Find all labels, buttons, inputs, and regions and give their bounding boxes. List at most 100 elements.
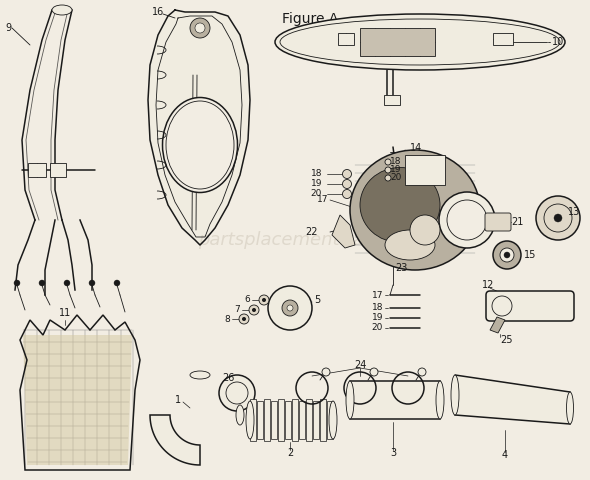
Circle shape bbox=[343, 169, 352, 179]
Text: 19: 19 bbox=[390, 166, 402, 175]
Circle shape bbox=[64, 280, 70, 286]
Bar bbox=[384, 95, 400, 105]
Text: 6: 6 bbox=[244, 296, 250, 304]
FancyBboxPatch shape bbox=[485, 213, 511, 231]
Text: 13: 13 bbox=[568, 207, 580, 217]
Bar bbox=[250, 399, 256, 441]
Circle shape bbox=[259, 295, 269, 305]
Circle shape bbox=[447, 200, 487, 240]
Circle shape bbox=[39, 280, 45, 286]
Circle shape bbox=[554, 214, 562, 222]
Text: 26: 26 bbox=[222, 373, 234, 383]
Circle shape bbox=[252, 308, 256, 312]
Circle shape bbox=[343, 190, 352, 199]
Bar bbox=[299, 401, 305, 439]
Circle shape bbox=[239, 314, 249, 324]
Ellipse shape bbox=[190, 371, 210, 379]
Text: 7: 7 bbox=[234, 305, 240, 314]
Ellipse shape bbox=[566, 392, 573, 424]
Text: 15: 15 bbox=[524, 250, 536, 260]
Circle shape bbox=[504, 252, 510, 258]
Circle shape bbox=[410, 215, 440, 245]
Circle shape bbox=[536, 196, 580, 240]
Polygon shape bbox=[23, 335, 132, 465]
Polygon shape bbox=[490, 317, 505, 333]
Circle shape bbox=[385, 175, 391, 181]
Circle shape bbox=[190, 18, 210, 38]
Circle shape bbox=[89, 280, 95, 286]
Ellipse shape bbox=[385, 230, 435, 260]
Text: 11: 11 bbox=[59, 308, 71, 318]
Bar bbox=[278, 399, 284, 441]
Text: 4: 4 bbox=[502, 450, 508, 460]
Bar bbox=[50, 163, 66, 177]
Text: 24: 24 bbox=[354, 360, 366, 370]
Text: 20: 20 bbox=[310, 190, 322, 199]
Ellipse shape bbox=[246, 401, 254, 439]
Circle shape bbox=[439, 192, 495, 248]
Bar bbox=[360, 28, 435, 56]
Text: 12: 12 bbox=[482, 280, 494, 290]
Bar bbox=[264, 399, 270, 441]
Text: 17: 17 bbox=[372, 290, 383, 300]
Bar bbox=[350, 381, 440, 419]
Bar bbox=[338, 33, 354, 45]
Text: 25: 25 bbox=[500, 335, 513, 345]
Bar bbox=[292, 399, 298, 441]
Circle shape bbox=[268, 286, 312, 330]
Bar bbox=[405, 155, 445, 185]
Text: 9: 9 bbox=[5, 23, 11, 33]
Bar bbox=[257, 401, 263, 439]
Circle shape bbox=[322, 368, 330, 376]
FancyBboxPatch shape bbox=[486, 291, 574, 321]
Text: 8: 8 bbox=[224, 314, 230, 324]
Text: 1: 1 bbox=[175, 395, 181, 405]
Circle shape bbox=[14, 280, 20, 286]
Bar bbox=[306, 399, 312, 441]
Text: 22: 22 bbox=[306, 227, 318, 237]
Text: Figure A: Figure A bbox=[282, 12, 338, 26]
Circle shape bbox=[219, 375, 255, 411]
Ellipse shape bbox=[360, 168, 440, 242]
Text: 18: 18 bbox=[390, 157, 402, 167]
Text: 19: 19 bbox=[310, 180, 322, 189]
Text: 2: 2 bbox=[287, 448, 293, 458]
Bar bbox=[327, 401, 333, 439]
Text: 21: 21 bbox=[511, 217, 523, 227]
Circle shape bbox=[493, 241, 521, 269]
Circle shape bbox=[418, 368, 426, 376]
Circle shape bbox=[242, 317, 246, 321]
Circle shape bbox=[195, 23, 205, 33]
Bar bbox=[320, 399, 326, 441]
Polygon shape bbox=[455, 375, 570, 424]
Bar bbox=[271, 401, 277, 439]
Bar bbox=[28, 163, 46, 177]
Polygon shape bbox=[148, 10, 250, 245]
Text: 20: 20 bbox=[390, 173, 401, 182]
Circle shape bbox=[282, 300, 298, 316]
Circle shape bbox=[262, 298, 266, 302]
Ellipse shape bbox=[236, 405, 244, 425]
Ellipse shape bbox=[350, 150, 480, 270]
Bar bbox=[493, 33, 513, 45]
Circle shape bbox=[287, 305, 293, 311]
Circle shape bbox=[114, 280, 120, 286]
Text: 10: 10 bbox=[552, 37, 564, 47]
Polygon shape bbox=[150, 415, 200, 465]
Bar bbox=[313, 401, 319, 439]
Circle shape bbox=[249, 305, 259, 315]
Text: 17: 17 bbox=[316, 195, 328, 204]
Text: 18: 18 bbox=[310, 169, 322, 179]
Circle shape bbox=[385, 159, 391, 165]
Ellipse shape bbox=[275, 14, 565, 70]
Circle shape bbox=[343, 180, 352, 189]
Ellipse shape bbox=[436, 381, 444, 419]
Text: 19: 19 bbox=[372, 313, 383, 323]
Text: 23: 23 bbox=[395, 263, 407, 273]
Ellipse shape bbox=[451, 375, 459, 415]
Circle shape bbox=[370, 368, 378, 376]
Ellipse shape bbox=[329, 401, 337, 439]
Ellipse shape bbox=[346, 381, 354, 419]
Circle shape bbox=[500, 248, 514, 262]
Circle shape bbox=[385, 167, 391, 173]
